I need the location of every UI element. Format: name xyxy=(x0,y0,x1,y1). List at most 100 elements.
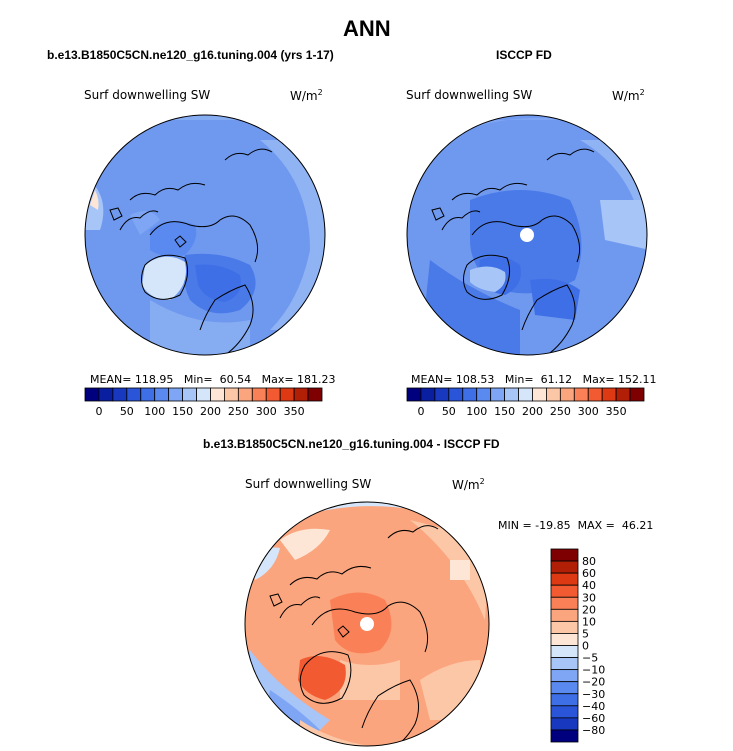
right-colorbar-tick-label: 300 xyxy=(578,405,599,418)
left-colorbar-swatch xyxy=(279,387,295,402)
diff-colorbar-tick-label: −20 xyxy=(582,676,605,689)
left-colorbar-swatch xyxy=(293,387,309,402)
left-colorbar-tick-label: 0 xyxy=(95,405,102,418)
diff-colorbar-tick-label: −60 xyxy=(582,712,605,725)
diff-colorbar-swatch xyxy=(550,657,579,671)
left-colorbar-swatch xyxy=(140,387,156,402)
diff-colorbar-tick-label: −40 xyxy=(582,700,605,713)
right-colorbar-swatch xyxy=(518,387,533,402)
right-coastlines xyxy=(431,148,595,355)
right-colorbar-swatch xyxy=(434,387,450,402)
right-colorbar-swatch xyxy=(573,387,589,402)
left-colorbar-swatch xyxy=(196,387,211,402)
diff-colorbar-tick-label: 30 xyxy=(582,591,596,604)
left-map-border xyxy=(84,114,326,356)
right-stats: MEAN= 108.53 Min= 61.12 Max= 152.11 xyxy=(411,373,657,386)
diff-panel-title: b.e13.B1850C5CN.ne120_g16.tuning.004 - I… xyxy=(203,437,500,451)
right-colorbar-swatch xyxy=(420,387,436,402)
left-colorbar-swatch xyxy=(126,387,142,402)
left-colorbar-tick-label: 100 xyxy=(144,405,165,418)
left-colorbar-swatch xyxy=(265,387,281,402)
left-colorbar-tick-label: 250 xyxy=(228,405,249,418)
diff-colorbar-swatch xyxy=(550,669,579,683)
diff-coastlines xyxy=(269,525,439,746)
right-pole-mask xyxy=(520,228,534,242)
diff-colorbar-swatch xyxy=(550,620,579,634)
diff-colorbar-tick-label: 60 xyxy=(582,567,596,580)
diff-colorbar-swatch xyxy=(550,548,579,562)
main-title: ANN xyxy=(343,16,391,41)
diff-colorbar-swatch xyxy=(550,717,579,731)
left-colorbar-swatch xyxy=(210,387,225,402)
left-panel-title: b.e13.B1850C5CN.ne120_g16.tuning.004 (yr… xyxy=(47,48,334,62)
right-colorbar-tick-label: 150 xyxy=(494,405,515,418)
diff-map-border xyxy=(244,501,490,747)
right-colorbar-swatch xyxy=(587,387,603,402)
diff-colorbar-tick-label: 40 xyxy=(582,579,596,592)
diff-colorbar-swatch xyxy=(550,645,579,658)
left-colorbar-swatch xyxy=(154,387,170,402)
diff-stats: MIN = -19.85 MAX = 46.21 xyxy=(498,519,654,532)
diff-colorbar-tick-label: −10 xyxy=(582,664,605,677)
left-colorbar-swatch xyxy=(98,387,114,402)
diff-colorbar-swatch xyxy=(550,560,579,574)
right-colorbar-tick-label: 100 xyxy=(466,405,487,418)
right-colorbar-swatch xyxy=(546,387,561,402)
diff-colorbar-swatch xyxy=(550,633,579,646)
right-colorbar-swatch xyxy=(629,387,645,402)
diff-colorbar-tick-label: −5 xyxy=(582,652,598,665)
right-colorbar: 0 50 100 150 200 250 300 350 xyxy=(406,387,645,418)
left-colorbar-swatch xyxy=(251,387,267,402)
left-colorbar-swatch xyxy=(168,387,183,402)
right-colorbar-swatch xyxy=(504,387,519,402)
diff-colorbar-swatch xyxy=(550,681,579,695)
left-variable-label: Surf downwelling SW xyxy=(84,88,211,102)
diff-colorbar-swatch xyxy=(550,608,579,622)
diff-colorbar-swatch xyxy=(550,584,579,598)
diff-colorbar-swatch xyxy=(550,705,579,719)
left-colorbar-swatch xyxy=(84,387,100,402)
right-colorbar-swatch xyxy=(476,387,492,402)
left-colorbar-tick-label: 350 xyxy=(284,405,305,418)
left-colorbar-swatch xyxy=(237,387,253,402)
diff-colorbar-tick-label: 0 xyxy=(582,640,589,653)
left-colorbar-tick-label: 50 xyxy=(120,405,134,418)
diff-pole-mask xyxy=(360,617,374,631)
left-colorbar-swatch xyxy=(112,387,128,402)
right-colorbar-swatch xyxy=(462,387,478,402)
right-colorbar-swatch xyxy=(490,387,505,402)
left-coastlines xyxy=(109,148,273,355)
left-polar-map xyxy=(85,115,325,355)
right-colorbar-swatch xyxy=(406,387,422,402)
left-colorbar-tick-label: 150 xyxy=(172,405,193,418)
right-map-border xyxy=(406,114,648,356)
right-units-label: W/m2 xyxy=(612,88,645,103)
diff-colorbar-tick-label: −30 xyxy=(582,688,605,701)
right-panel-title: ISCCP FD xyxy=(496,48,552,62)
diff-colorbar-tick-label: 80 xyxy=(582,555,596,568)
diff-units-label: W/m2 xyxy=(452,477,485,492)
right-colorbar-tick-label: 200 xyxy=(522,405,543,418)
diff-colorbar-tick-label: 10 xyxy=(582,615,596,628)
right-variable-label: Surf downwelling SW xyxy=(406,88,533,102)
right-colorbar-swatch xyxy=(601,387,617,402)
right-colorbar-swatch xyxy=(532,387,547,402)
right-colorbar-swatch xyxy=(448,387,464,402)
left-colorbar-swatch xyxy=(224,387,239,402)
diff-colorbar-tick-label: 5 xyxy=(582,627,589,640)
diff-colorbar-swatch xyxy=(550,596,579,610)
diff-colorbar-swatch xyxy=(550,572,579,586)
diff-colorbar-swatch xyxy=(550,693,579,707)
diff-variable-label: Surf downwelling SW xyxy=(245,477,372,491)
right-colorbar-tick-label: 0 xyxy=(417,405,424,418)
right-colorbar-tick-label: 250 xyxy=(550,405,571,418)
right-colorbar-tick-label: 350 xyxy=(606,405,627,418)
left-colorbar-tick-label: 300 xyxy=(256,405,277,418)
left-colorbar: 0 50 100 150 200 250 300 350 xyxy=(84,387,323,418)
right-colorbar-swatch xyxy=(559,387,575,402)
left-stats: MEAN= 118.95 Min= 60.54 Max= 181.23 xyxy=(90,373,336,386)
left-colorbar-swatch xyxy=(307,387,323,402)
left-colorbar-tick-label: 200 xyxy=(200,405,221,418)
